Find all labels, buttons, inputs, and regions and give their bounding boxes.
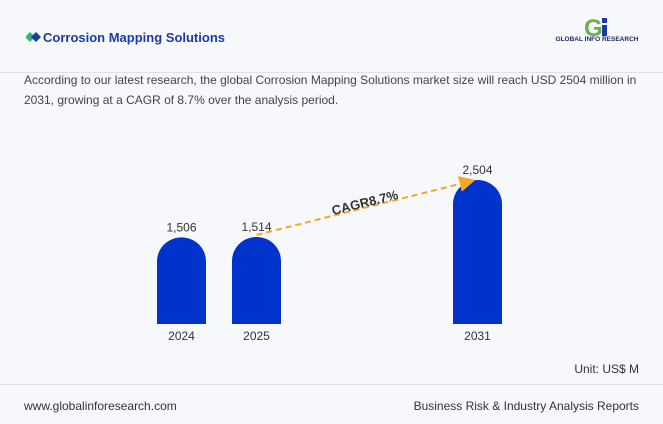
bar-2024 [157, 237, 206, 324]
category-label: 2031 [464, 329, 491, 343]
logo-text: GLOBAL INFO RESEARCH [555, 36, 639, 43]
svg-text:G: G [584, 15, 603, 42]
value-label: 2,504 [462, 163, 492, 177]
footer-tagline: Business Risk & Industry Analysis Report… [413, 399, 639, 413]
chart-title: Corrosion Mapping Solutions [43, 30, 225, 45]
bar-2025 [232, 236, 281, 324]
category-label: 2024 [168, 329, 195, 343]
cagr-annotation: CAGR8.7% [330, 187, 400, 218]
header: Corrosion Mapping Solutions G GLOBAL INF… [0, 0, 663, 73]
bar-2031 [453, 180, 502, 324]
footer [0, 384, 663, 424]
website-link[interactable]: www.globalinforesearch.com [24, 399, 177, 413]
diamond-icon [26, 32, 41, 42]
value-label: 1,506 [166, 220, 196, 234]
bar-chart: 1,506 2024 1,514 2025 2,504 2031 CAGR8.7% [157, 163, 502, 343]
description: According to our latest research, the gl… [24, 73, 637, 107]
cagr-arrow [256, 176, 476, 236]
unit-label: Unit: US$ M [574, 362, 639, 376]
value-label: 1,514 [241, 220, 271, 234]
logo: G [584, 15, 607, 42]
category-label: 2025 [243, 329, 270, 343]
